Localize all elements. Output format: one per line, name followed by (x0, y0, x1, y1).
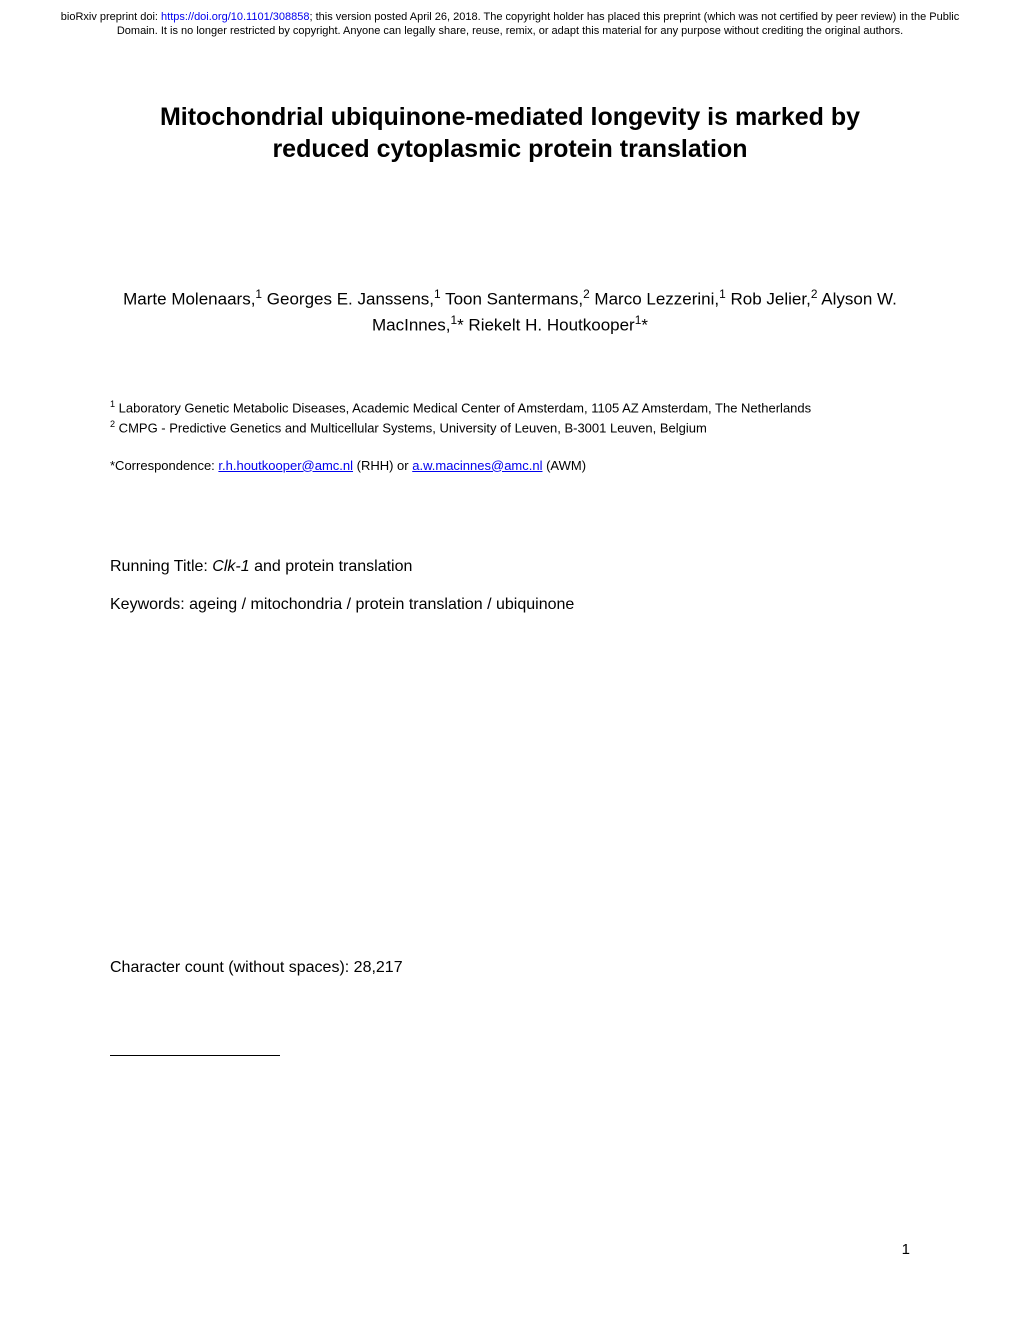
authors-block: Marte Molenaars,1 Georges E. Janssens,1 … (110, 286, 910, 338)
footnote-rule (110, 1055, 280, 1056)
author-affil: 1 (255, 287, 262, 301)
correspondence-block: *Correspondence: r.h.houtkooper@amc.nl (… (110, 458, 910, 473)
affiliation: 1 Laboratory Genetic Metabolic Diseases,… (110, 398, 910, 418)
correspondence-mid: (AWM) (542, 458, 586, 473)
author: Marco Lezzerini, (594, 289, 719, 308)
affiliation: 2 CMPG - Predictive Genetics and Multice… (110, 418, 910, 438)
author: Rob Jelier, (731, 289, 811, 308)
author: Georges E. Janssens, (267, 289, 434, 308)
page-content: Mitochondrial ubiquinone-mediated longev… (0, 101, 1020, 1056)
header-prefix: bioRxiv preprint doi: (61, 11, 161, 23)
affiliations-block: 1 Laboratory Genetic Metabolic Diseases,… (110, 398, 910, 438)
affil-text: CMPG - Predictive Genetics and Multicell… (115, 420, 707, 435)
correspondence-mid: (RHH) or (353, 458, 412, 473)
correspondence-email[interactable]: a.w.macinnes@amc.nl (412, 458, 542, 473)
author-affil: 2 (583, 287, 590, 301)
author-affil: 1 (434, 287, 441, 301)
running-title-italic: Clk-1 (212, 558, 249, 575)
author: Marte Molenaars, (123, 289, 255, 308)
preprint-header: bioRxiv preprint doi: https://doi.org/10… (0, 0, 1020, 39)
author-affil: 1 (719, 287, 726, 301)
doi-link[interactable]: https://doi.org/10.1101/308858 (161, 11, 309, 23)
paper-title: Mitochondrial ubiquinone-mediated longev… (110, 101, 910, 166)
running-title-label: Running Title: (110, 558, 212, 575)
author: Toon Santermans, (445, 289, 583, 308)
correspondence-email[interactable]: r.h.houtkooper@amc.nl (218, 458, 353, 473)
author-affil: 2 (811, 287, 818, 301)
keywords: Keywords: ageing / mitochondria / protei… (110, 596, 910, 614)
correspondence-prefix: *Correspondence: (110, 458, 218, 473)
page-number: 1 (902, 1241, 910, 1258)
character-count: Character count (without spaces): 28,217 (110, 959, 910, 977)
author: Riekelt H. Houtkooper (468, 315, 634, 334)
affil-text: Laboratory Genetic Metabolic Diseases, A… (115, 400, 811, 415)
author-suffix: * (641, 315, 648, 334)
running-title: Running Title: Clk-1 and protein transla… (110, 558, 910, 576)
author-suffix: * (457, 315, 464, 334)
running-title-rest: and protein translation (250, 558, 413, 575)
